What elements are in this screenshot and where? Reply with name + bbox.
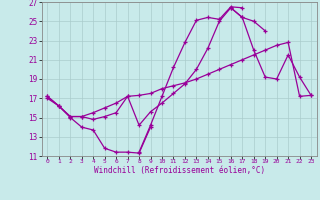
X-axis label: Windchill (Refroidissement éolien,°C): Windchill (Refroidissement éolien,°C) bbox=[94, 166, 265, 175]
